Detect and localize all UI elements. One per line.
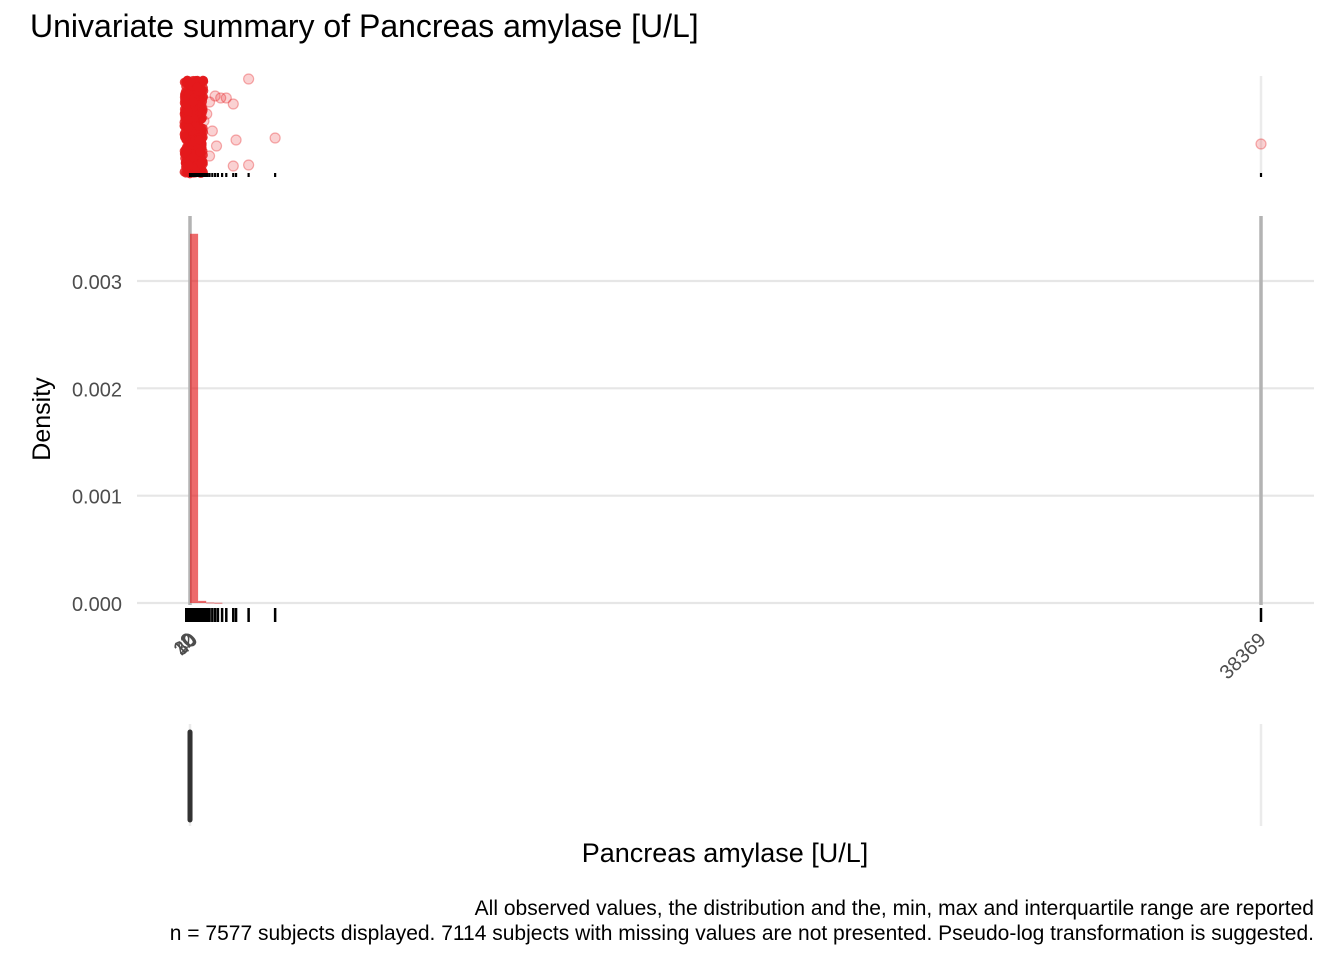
jitter-point: [203, 150, 216, 162]
jitter-point: [243, 159, 255, 171]
jitter-point: [1255, 138, 1267, 150]
histogram-bar: [190, 233, 199, 604]
jitter-point: [196, 159, 206, 169]
histogram-bar: [214, 602, 223, 604]
caption-line-2: n = 7577 subjects displayed. 7114 subjec…: [169, 922, 1314, 945]
jitter-point: [184, 160, 194, 170]
jitter-point: [194, 135, 204, 145]
jitter-points: [179, 73, 1267, 179]
jitter-point: [188, 97, 198, 107]
jitter-point: [183, 106, 193, 116]
chart-caption: All observed values, the distribution an…: [170, 896, 1314, 946]
y-axis-label: Density: [28, 377, 56, 461]
jitter-point: [206, 125, 218, 137]
jitter-point: [182, 146, 192, 156]
x-axis-label: Pancreas amylase [U/L]: [582, 838, 869, 868]
histogram-bar: [206, 602, 215, 604]
jitter-point: [269, 132, 281, 144]
jitter-point: [227, 160, 239, 172]
jitter-point: [184, 123, 194, 133]
jitter-point: [243, 73, 255, 85]
y-tick-label: 0.002: [72, 379, 122, 401]
jitter-point: [220, 92, 232, 104]
jitter-point: [198, 115, 210, 127]
jitter-point: [194, 121, 204, 131]
rug-marks: [185, 173, 1263, 622]
jitter-point: [179, 129, 189, 139]
x-tick-label: 38369: [1216, 629, 1271, 684]
reference-lines: [188, 76, 1263, 826]
chart-title: Univariate summary of Pancreas amylase […: [30, 8, 699, 44]
rug-dense-band: [185, 608, 197, 622]
histogram-bar: [198, 600, 207, 603]
gridlines: [137, 279, 1314, 605]
caption-line-1: All observed values, the distribution an…: [474, 897, 1314, 920]
jitter-point: [227, 98, 239, 110]
jitter-point: [215, 92, 227, 104]
y-tick-label: 0.001: [72, 487, 122, 509]
jitter-point: [192, 82, 202, 92]
y-axis-ticks: 0.000 0.001 0.002 0.003: [72, 272, 122, 616]
jitter-point: [195, 147, 205, 157]
jitter-point: [184, 115, 194, 125]
y-tick-label: 0.000: [72, 594, 122, 616]
jitter-point: [209, 90, 221, 102]
jitter-point: [189, 152, 199, 162]
histogram-bars: [190, 233, 223, 604]
jitter-point: [197, 108, 207, 118]
jitter-point: [230, 134, 242, 146]
y-tick-label: 0.003: [72, 272, 122, 294]
jitter-point: [199, 76, 209, 86]
jitter-point: [186, 77, 196, 87]
x-tick-label: 40: [171, 629, 202, 660]
boxplot: [187, 729, 193, 823]
jitter-point: [203, 96, 216, 108]
jitter-point: [210, 140, 223, 152]
jitter-point: [201, 108, 213, 120]
